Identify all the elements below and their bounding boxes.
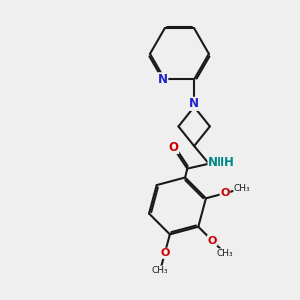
Text: O: O — [169, 140, 178, 154]
Text: O: O — [208, 236, 217, 246]
Text: O: O — [220, 188, 230, 198]
Text: N: N — [208, 156, 218, 169]
Text: CH₃: CH₃ — [216, 249, 233, 258]
Text: NH: NH — [211, 156, 231, 169]
Text: CH₃: CH₃ — [152, 266, 169, 275]
Text: N: N — [189, 98, 199, 110]
Text: CH₃: CH₃ — [234, 184, 250, 193]
Text: N: N — [158, 73, 168, 86]
Text: O: O — [160, 248, 170, 258]
Text: H: H — [224, 156, 233, 169]
